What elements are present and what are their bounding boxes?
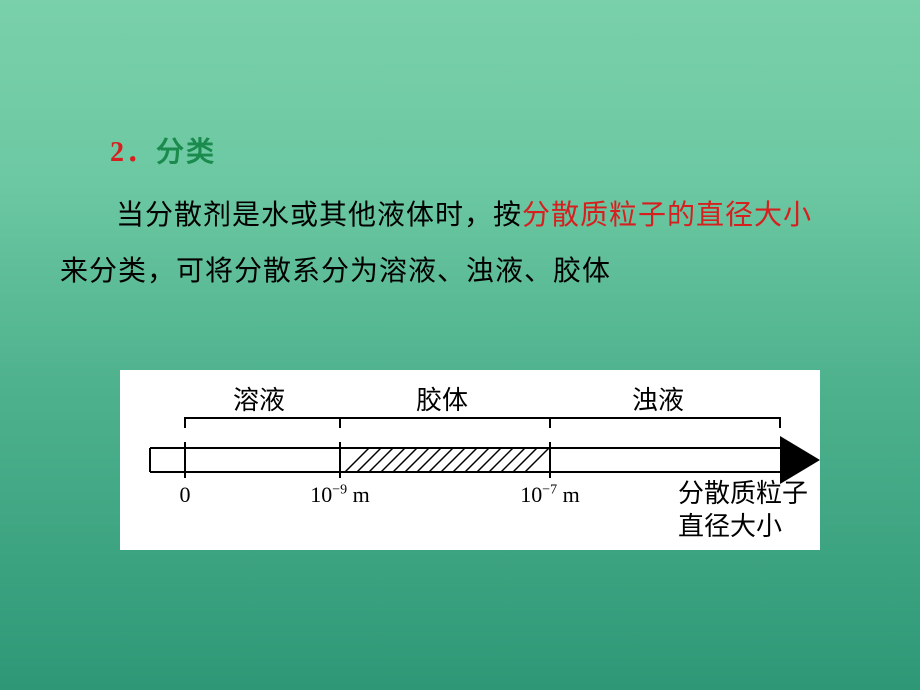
label-colloid: 胶体 [416,380,468,417]
label-turbid: 浊液 [632,380,684,417]
body-line1-red: 分散质粒子的直径大小 [522,200,812,231]
tick-1: 10−9 m [310,482,370,508]
heading-number: 2． [110,137,156,168]
slide: 2．分类 当分散剂是水或其他液体时，按分散质粒子的直径大小 来分类，可将分散系分… [0,0,920,690]
dispersion-diagram: 溶液 胶体 浊液 0 10−9 m 10−7 m 分散质粒子 直径大小 [120,370,820,550]
body-paragraph: 当分散剂是水或其他液体时，按分散质粒子的直径大小 来分类，可将分散系分为溶液、浊… [0,188,920,300]
label-solution: 溶液 [233,380,285,417]
section-heading: 2．分类 [110,130,920,170]
body-line1-prefix: 当分散剂是水或其他液体时，按 [116,200,522,231]
body-line2: 来分类，可将分散系分为溶液、浊液、胶体 [60,256,611,287]
axis-caption: 分散质粒子 直径大小 [678,478,808,543]
tick-2: 10−7 m [520,482,580,508]
heading-title: 分类 [156,137,216,168]
tick-0: 0 [180,482,191,508]
